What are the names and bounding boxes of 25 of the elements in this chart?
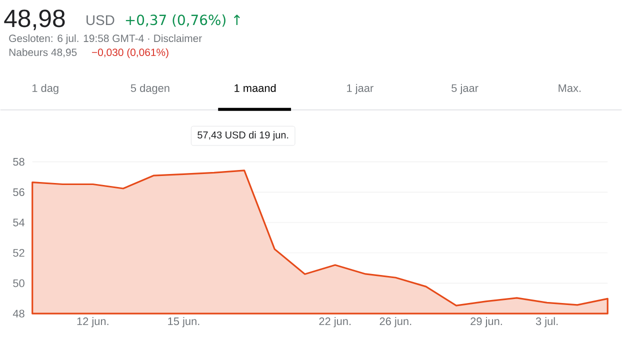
text: +0,37 (0,76%) ↑ xyxy=(126,14,240,28)
y-tick-label: 52 xyxy=(13,249,24,257)
text: −0,030 (0,061%) xyxy=(92,48,168,58)
x-tick-label: 12 jun. xyxy=(77,317,108,328)
x-tick-label: 26 jun. xyxy=(380,317,412,328)
text: 1 maand xyxy=(234,84,276,92)
y-tick-label: 56 xyxy=(13,188,24,196)
chart-title: 48,98 xyxy=(4,10,65,30)
text: 1 jaar xyxy=(347,84,374,94)
y-tick-label: 54 xyxy=(13,218,25,227)
y-tick-label: 58 xyxy=(13,158,24,166)
text: 5 jaar xyxy=(452,84,478,94)
text: USD xyxy=(86,15,114,26)
text: Nabeurs 48,95 xyxy=(9,48,77,58)
x-tick-label: 29 jun. xyxy=(470,317,502,328)
x-tick-label: 22 jun. xyxy=(319,317,351,328)
text: 5 dagen xyxy=(130,84,170,94)
y-tick-label: 50 xyxy=(13,280,24,288)
text: Max. xyxy=(558,84,581,92)
x-tick-label: 3 jul. xyxy=(536,317,558,328)
text: 1 dag xyxy=(32,84,58,94)
text: Gesloten: 6 jul. 19:58 GMT-4 · Disclaimer xyxy=(9,34,202,44)
y-tick-label: 48 xyxy=(12,310,24,318)
text: 57,43 USD di 19 jun. xyxy=(198,131,288,141)
x-tick-label: 15 jun. xyxy=(168,317,200,328)
